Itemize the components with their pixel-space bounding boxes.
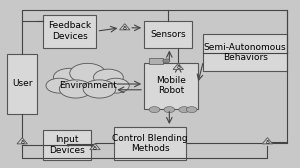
Text: Sensors: Sensors <box>150 30 186 39</box>
Text: Control Blending
Methods: Control Blending Methods <box>112 134 188 153</box>
Circle shape <box>46 78 73 93</box>
FancyBboxPatch shape <box>203 34 287 71</box>
Text: Semi-Autonomous
Behaviors: Semi-Autonomous Behaviors <box>204 43 286 62</box>
Circle shape <box>70 63 105 83</box>
Text: Mobile
Robot: Mobile Robot <box>156 76 186 95</box>
Text: Feedback
Devices: Feedback Devices <box>48 22 91 41</box>
Text: δ: δ <box>20 140 24 145</box>
FancyBboxPatch shape <box>43 15 97 48</box>
Circle shape <box>164 107 175 113</box>
Text: δ: δ <box>266 140 269 145</box>
Text: Input
Devices: Input Devices <box>49 135 85 155</box>
Polygon shape <box>119 24 130 30</box>
Circle shape <box>163 59 170 63</box>
Circle shape <box>59 80 92 98</box>
FancyBboxPatch shape <box>114 127 186 160</box>
Circle shape <box>94 69 123 86</box>
Circle shape <box>102 78 129 93</box>
Circle shape <box>179 107 190 113</box>
Text: Environment: Environment <box>58 81 116 90</box>
Text: δ: δ <box>176 65 180 70</box>
Text: User: User <box>12 79 32 89</box>
Circle shape <box>83 80 116 98</box>
Polygon shape <box>90 143 100 150</box>
FancyBboxPatch shape <box>148 58 164 64</box>
Circle shape <box>53 68 86 87</box>
FancyBboxPatch shape <box>7 54 37 114</box>
Circle shape <box>186 107 197 113</box>
Polygon shape <box>17 138 27 144</box>
Circle shape <box>149 107 160 113</box>
Text: δ: δ <box>93 145 97 151</box>
Polygon shape <box>173 63 183 70</box>
FancyBboxPatch shape <box>144 21 192 48</box>
FancyBboxPatch shape <box>144 62 198 109</box>
FancyBboxPatch shape <box>43 130 91 160</box>
Polygon shape <box>262 138 273 144</box>
Text: δ: δ <box>123 26 127 31</box>
